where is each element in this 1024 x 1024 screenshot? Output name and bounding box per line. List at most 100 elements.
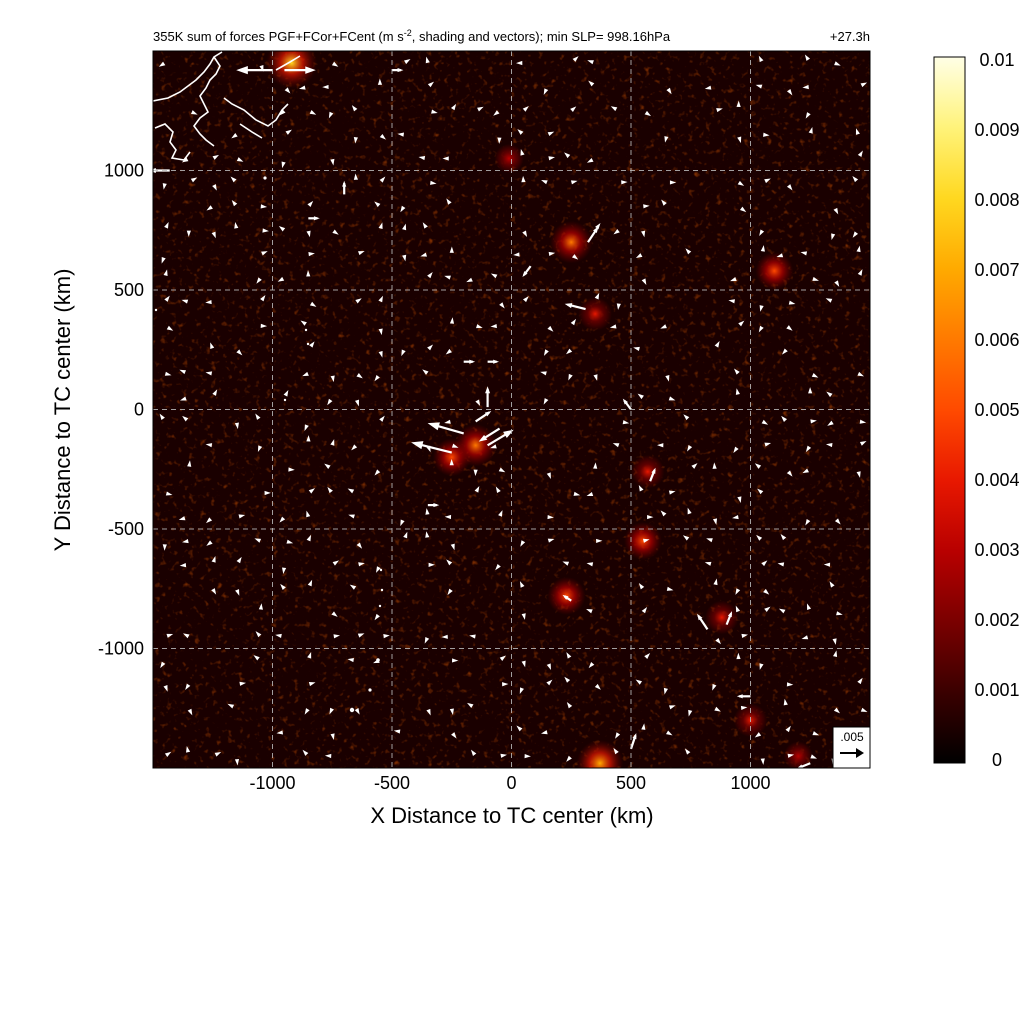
small-vector <box>427 81 435 88</box>
small-vector <box>635 679 643 685</box>
small-vector <box>776 253 784 258</box>
force-vector-head <box>622 398 628 405</box>
small-vector <box>306 534 312 542</box>
small-vector <box>643 204 650 209</box>
small-vector <box>642 538 650 543</box>
small-vector <box>827 420 834 426</box>
small-vector <box>733 368 740 375</box>
small-vector <box>260 204 268 209</box>
small-vector <box>516 60 523 66</box>
small-vector <box>449 708 454 716</box>
small-vector <box>716 108 723 113</box>
vectors-layer <box>153 65 811 768</box>
small-vector <box>450 543 455 551</box>
small-vector <box>279 516 286 523</box>
small-vector <box>446 198 452 205</box>
small-vector <box>856 245 861 253</box>
small-vector <box>522 296 529 303</box>
small-vector <box>165 491 173 496</box>
reference-vector-arrowhead <box>856 748 864 758</box>
small-vector <box>164 371 172 376</box>
small-vector <box>540 730 548 735</box>
small-vector <box>805 112 811 119</box>
small-vector <box>257 445 263 453</box>
force-vector-head <box>469 359 476 364</box>
small-vector <box>802 468 809 474</box>
small-vector <box>736 652 741 660</box>
small-vector <box>685 248 692 255</box>
small-vector <box>253 655 260 661</box>
small-vector <box>801 635 809 640</box>
small-vector <box>732 515 739 520</box>
small-vector <box>211 588 217 595</box>
small-vector <box>595 223 601 230</box>
colorbar-tick-label: 0.005 <box>974 400 1019 420</box>
small-vector <box>521 613 526 620</box>
small-vector <box>178 516 186 521</box>
small-vector <box>781 415 787 422</box>
small-vector <box>330 158 335 166</box>
small-vector <box>467 702 474 708</box>
small-vector <box>493 110 500 116</box>
small-vector <box>812 276 819 281</box>
small-vector <box>187 708 193 716</box>
small-vector <box>327 398 333 406</box>
small-vector <box>715 638 721 645</box>
small-vector <box>826 391 833 398</box>
small-vector <box>234 222 239 229</box>
small-vector <box>704 85 712 90</box>
small-vector <box>547 538 555 543</box>
small-vector <box>238 514 246 519</box>
plot-area <box>153 51 870 768</box>
small-vector <box>764 442 772 447</box>
small-vector <box>206 517 213 524</box>
small-vector <box>401 349 406 357</box>
small-vector <box>616 303 621 310</box>
small-vector <box>425 531 430 538</box>
y-tick-label: -500 <box>108 519 144 539</box>
small-vector <box>308 252 315 257</box>
small-vector <box>374 201 381 208</box>
small-vector <box>255 413 261 420</box>
force-vector-head <box>651 467 656 474</box>
small-vector <box>712 462 717 469</box>
small-vector <box>548 251 556 256</box>
small-vector <box>633 346 640 351</box>
force-vector-head <box>411 441 424 450</box>
small-vector <box>663 687 668 695</box>
small-vector <box>548 156 555 161</box>
small-vector <box>280 583 286 590</box>
small-vector <box>498 510 503 517</box>
small-vector <box>763 132 770 137</box>
small-vector <box>161 256 166 264</box>
small-vector <box>543 398 549 405</box>
x-tick-label: -500 <box>374 773 410 793</box>
small-vector <box>517 129 524 135</box>
small-vector <box>546 663 551 670</box>
small-vector <box>212 389 218 396</box>
small-vector <box>593 462 598 469</box>
small-vector <box>187 460 192 467</box>
small-vector <box>788 300 796 305</box>
island-chain <box>154 176 384 713</box>
small-vector <box>470 749 477 756</box>
force-vector-head <box>493 359 499 364</box>
small-vector <box>777 562 785 567</box>
small-vector <box>164 751 172 757</box>
small-vector <box>428 562 435 567</box>
small-vector <box>786 325 793 331</box>
small-vector <box>162 183 167 190</box>
small-vector <box>547 131 555 137</box>
small-vector <box>610 106 618 112</box>
force-vector-head <box>797 764 803 768</box>
small-vector <box>541 179 548 185</box>
small-vector <box>519 687 524 694</box>
hotspot <box>755 251 794 290</box>
small-vector <box>688 709 693 717</box>
small-vector <box>832 638 837 645</box>
small-vector <box>239 681 246 686</box>
small-vector <box>351 444 358 451</box>
force-vector-head <box>236 65 248 75</box>
force-vector-head <box>478 434 488 442</box>
x-axis-label: X Distance to TC center (km) <box>370 803 653 828</box>
